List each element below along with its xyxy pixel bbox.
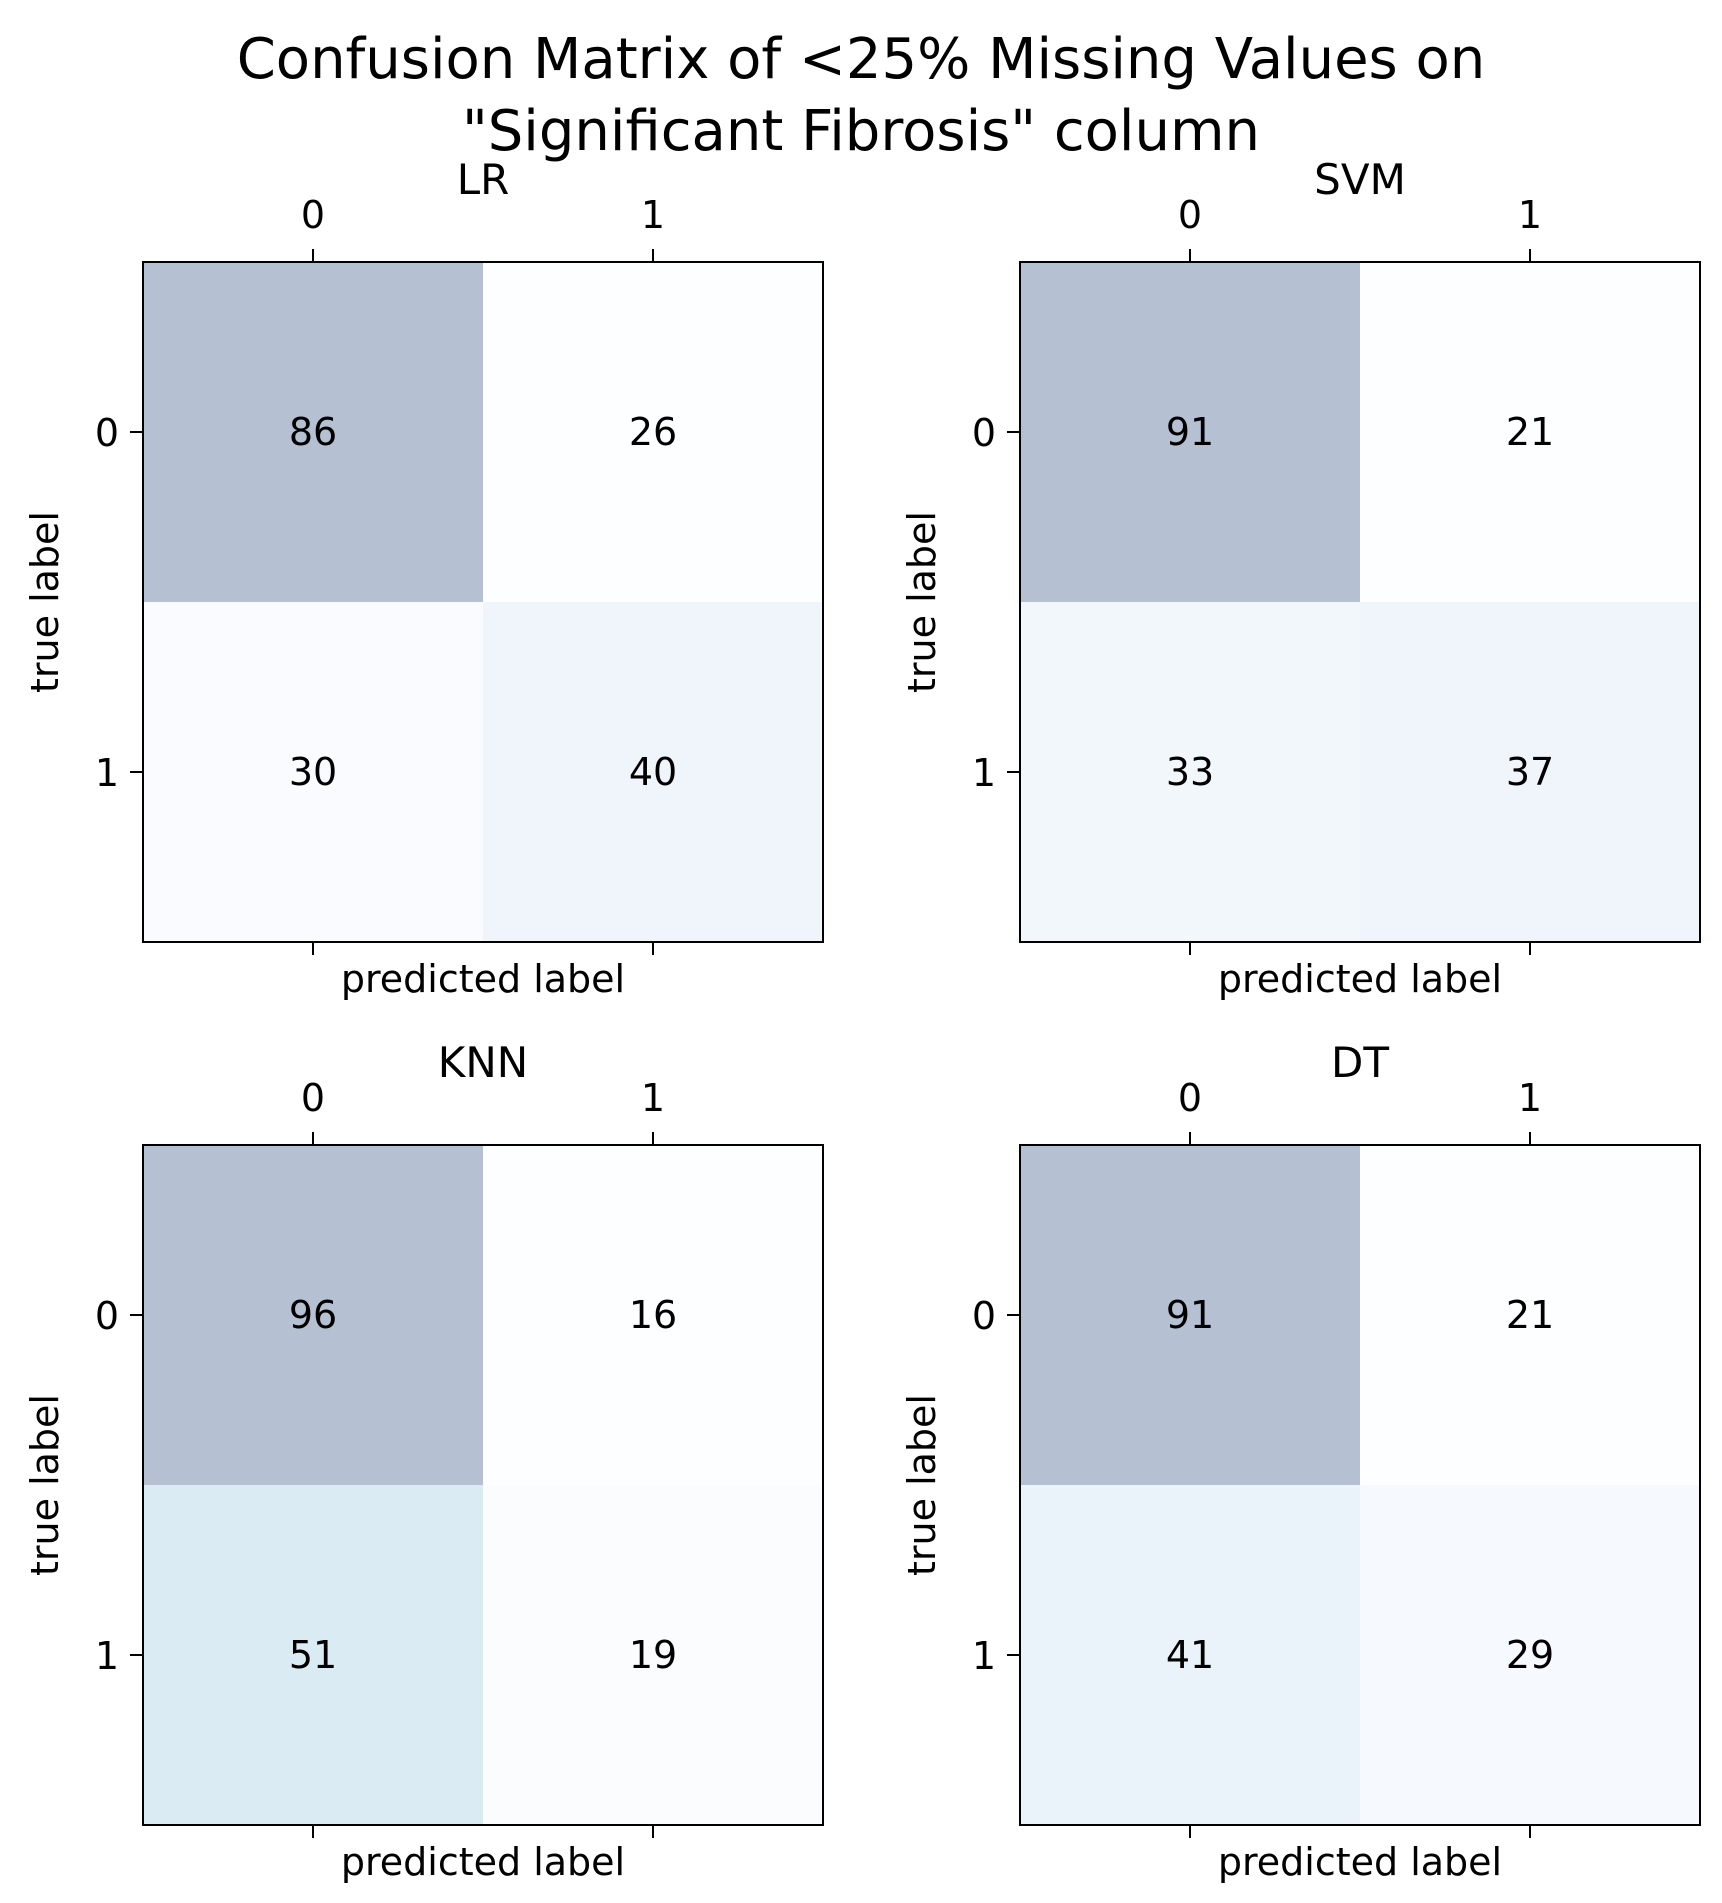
matrix-cell-r0-c0 [1020, 262, 1360, 602]
matrix-cell-r0-c1 [1360, 262, 1700, 602]
y-tick-label-0: 0 [972, 411, 996, 455]
cell-value-r1-c1: 19 [629, 1633, 677, 1677]
cell-value-r0-c1: 16 [629, 1293, 677, 1337]
cell-value-r0-c0: 96 [289, 1293, 337, 1337]
matrix-cell-r0-c1 [483, 1145, 823, 1485]
axes-frame [1019, 261, 1701, 943]
subplot-2: 96 16 51 19 0 1 0 1 KNN predicted label true label [23, 1038, 824, 1884]
cell-value-r0-c1: 21 [1506, 410, 1554, 454]
subplot-3: 91 21 41 29 0 1 0 1 DT predicted label true label [900, 1038, 1701, 1884]
x-tick-label-1: 1 [1518, 193, 1542, 237]
x-tick-label-0: 0 [301, 1076, 325, 1120]
matrix-cell-r1-c0 [143, 602, 483, 942]
x-axis-label: predicted label [1218, 957, 1502, 1001]
subplot-title: SVM [1314, 155, 1406, 204]
axes-frame [142, 261, 824, 943]
cell-value-r1-c1: 40 [629, 750, 677, 794]
y-tick-label-0: 0 [972, 1294, 996, 1338]
y-axis-label: true label [23, 1394, 67, 1576]
subplot-title: DT [1331, 1038, 1389, 1087]
matrix-cell-r1-c0 [143, 1485, 483, 1825]
y-tick-label-1: 1 [972, 1634, 996, 1678]
cell-value-r0-c1: 26 [629, 410, 677, 454]
matrix-cell-r0-c1 [1360, 1145, 1700, 1485]
subplot-0: 86 26 30 40 0 1 0 1 LR predicted label true label [23, 155, 824, 1001]
cell-value-r0-c1: 21 [1506, 1293, 1554, 1337]
subplot-title: LR [457, 155, 510, 204]
matrix-cell-r0-c1 [483, 262, 823, 602]
y-tick-label-1: 1 [972, 751, 996, 795]
cell-value-r0-c0: 91 [1166, 1293, 1214, 1337]
y-tick-label-0: 0 [95, 1294, 119, 1338]
matrix-cell-r0-c0 [143, 262, 483, 602]
y-axis-label: true label [900, 511, 944, 693]
x-tick-label-1: 1 [1518, 1076, 1542, 1120]
y-tick-label-0: 0 [95, 411, 119, 455]
x-tick-label-0: 0 [1178, 193, 1202, 237]
x-axis-label: predicted label [1218, 1840, 1502, 1884]
cell-value-r1-c1: 29 [1506, 1633, 1554, 1677]
y-axis-label: true label [900, 1394, 944, 1576]
axes-frame [142, 1144, 824, 1826]
cell-value-r1-c0: 41 [1166, 1633, 1214, 1677]
cell-value-r0-c0: 86 [289, 410, 337, 454]
cell-value-r1-c0: 51 [289, 1633, 337, 1677]
matrix-cell-r0-c0 [143, 1145, 483, 1485]
cell-value-r1-c0: 30 [289, 750, 337, 794]
matrix-cell-r1-c1 [1360, 602, 1700, 942]
cell-value-r1-c1: 37 [1506, 750, 1554, 794]
x-tick-label-1: 1 [641, 1076, 665, 1120]
x-tick-label-0: 0 [1178, 1076, 1202, 1120]
y-tick-label-1: 1 [95, 751, 119, 795]
cell-value-r0-c0: 91 [1166, 410, 1214, 454]
figure-title-line-2: "Significant Fibrosis" column [462, 99, 1260, 164]
x-tick-label-1: 1 [641, 193, 665, 237]
matrix-cell-r1-c0 [1020, 602, 1360, 942]
y-tick-label-1: 1 [95, 1634, 119, 1678]
matrix-cell-r1-c0 [1020, 1485, 1360, 1825]
x-tick-label-0: 0 [301, 193, 325, 237]
y-axis-label: true label [23, 511, 67, 693]
matrix-cell-r1-c1 [483, 1485, 823, 1825]
cell-value-r1-c0: 33 [1166, 750, 1214, 794]
subplot-title: KNN [438, 1038, 528, 1087]
matrix-cell-r0-c0 [1020, 1145, 1360, 1485]
x-axis-label: predicted label [341, 957, 625, 1001]
matrix-cell-r1-c1 [1360, 1485, 1700, 1825]
figure-title-line-1: Confusion Matrix of <25% Missing Values … [237, 27, 1486, 92]
x-axis-label: predicted label [341, 1840, 625, 1884]
subplot-1: 91 21 33 37 0 1 0 1 SVM predicted label true label [900, 155, 1701, 1001]
matrix-cell-r1-c1 [483, 602, 823, 942]
axes-frame [1019, 1144, 1701, 1826]
